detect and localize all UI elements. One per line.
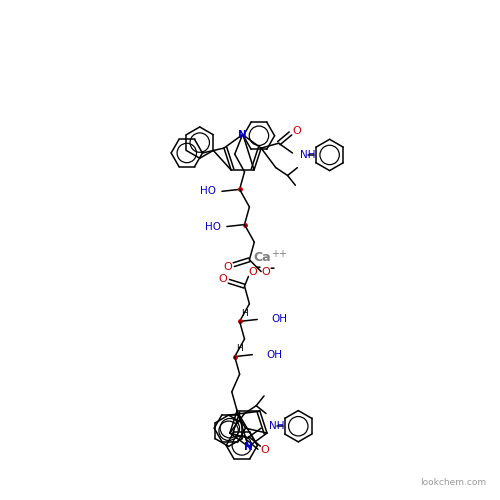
Text: OH: OH [266,350,282,360]
Text: O: O [224,262,232,272]
Text: O: O [292,126,300,136]
Text: O: O [248,266,256,276]
Text: NH: NH [300,150,316,160]
Text: N: N [238,130,247,140]
Text: lookchem.com: lookchem.com [420,478,486,488]
Text: HO: HO [200,186,216,196]
Text: N: N [244,442,253,452]
Text: HO: HO [205,222,221,232]
Text: OH: OH [271,314,287,324]
Text: H: H [236,344,243,354]
Text: O: O [218,274,228,284]
Text: O: O [260,444,270,454]
Text: -: - [270,262,274,275]
Text: NH: NH [269,421,284,431]
Text: Ca: Ca [254,252,271,264]
Text: H: H [241,309,248,318]
Text: ++: ++ [270,249,286,259]
Text: O: O [262,268,270,278]
Text: -: - [256,261,261,274]
